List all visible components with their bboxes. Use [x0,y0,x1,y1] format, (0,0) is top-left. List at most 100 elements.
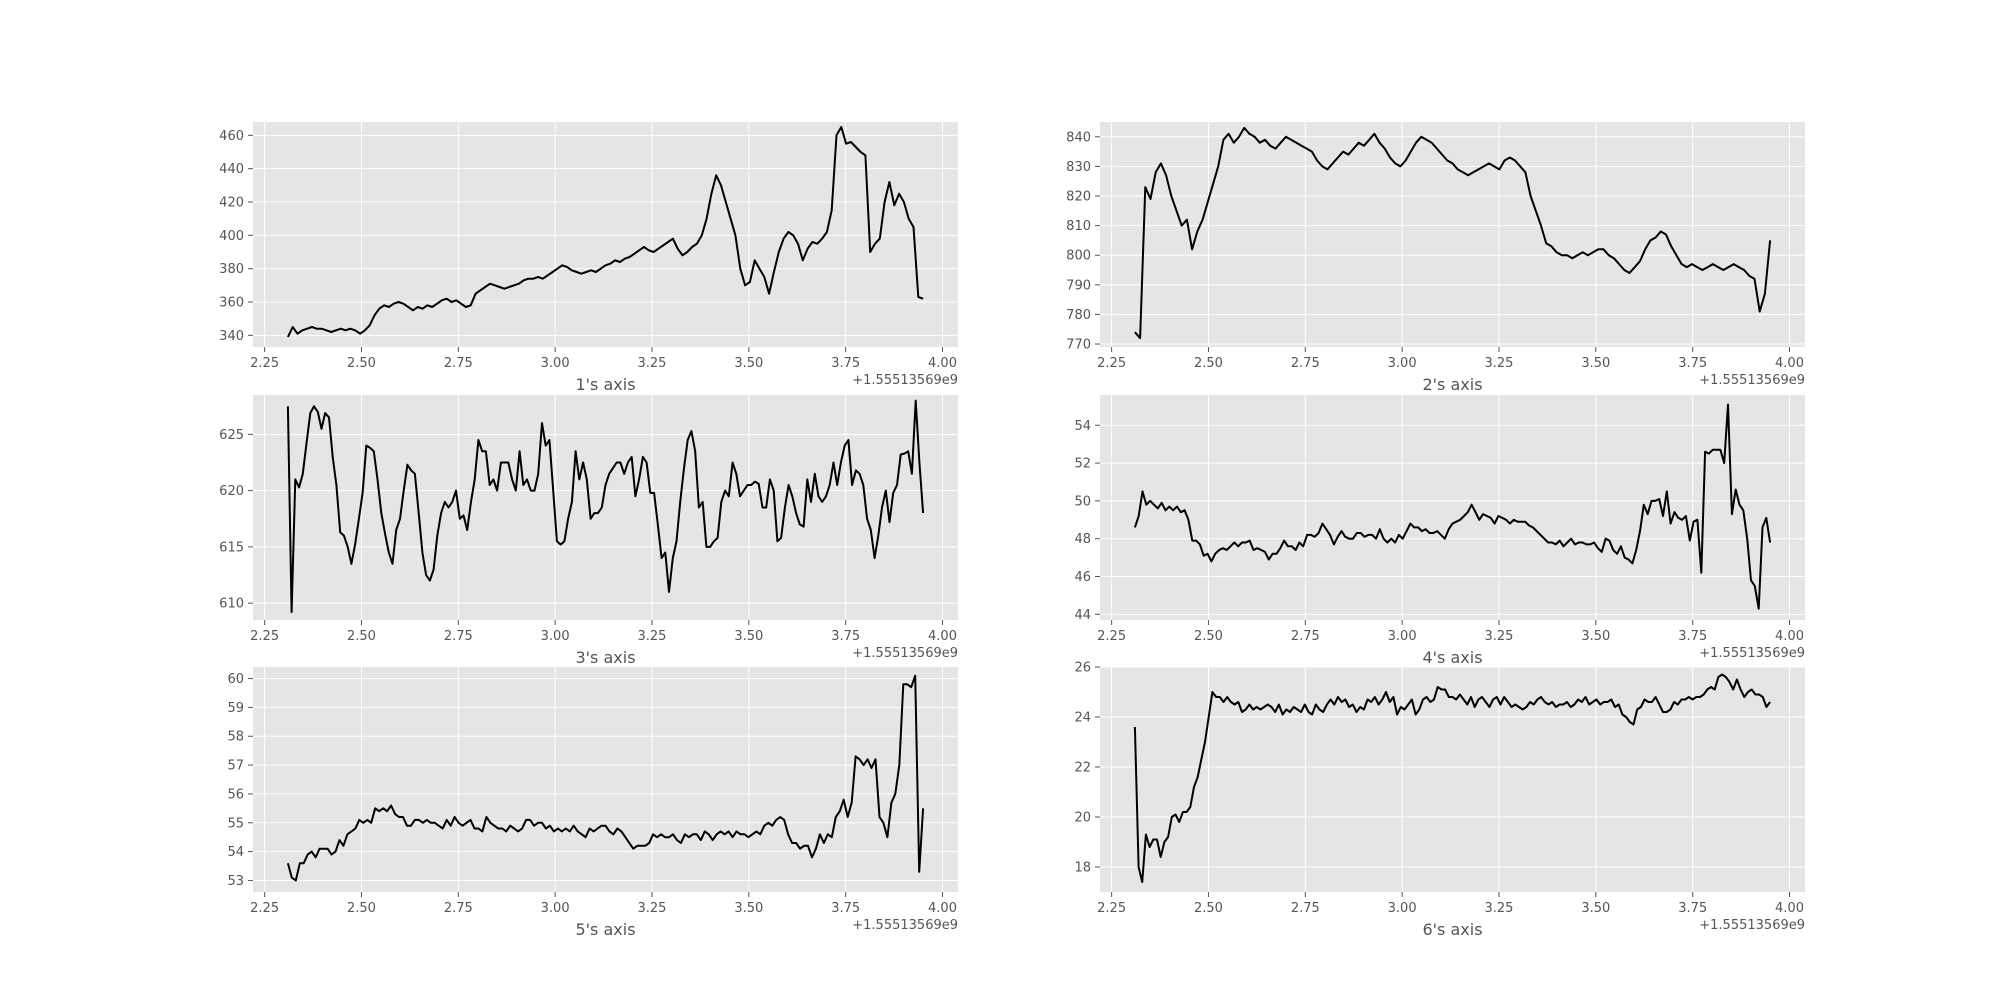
y-tick-label: 22 [1074,761,1091,776]
y-tick-label: 770 [1066,338,1091,353]
x-tick-label: 3.25 [638,356,667,371]
series-line-1 [1133,673,1771,883]
x-tick-label: 4.00 [928,629,957,644]
y-tick-label: 46 [1074,570,1091,585]
x-tick-label: 2.75 [1291,629,1320,644]
x-axis-label: 1's axis [575,375,635,394]
x-tick-label: 3.00 [541,356,570,371]
x-axis-label: 5's axis [575,920,635,939]
subplot-5: 2.25 2.50 2.75 3.00 3.25 3.50 3.75 4.00 53 54 55 56… [227,667,958,939]
x-tick-label: 2.25 [250,901,279,916]
x-tick-label: 2.50 [1194,629,1223,644]
x-tick-label: 3.00 [1388,901,1417,916]
x-tick-label: 2.50 [347,629,376,644]
subplot-4: 2.25 2.50 2.75 3.00 3.25 3.50 3.75 4.00 44 46 48 50… [1074,395,1805,667]
y-tick-label: 800 [1066,249,1091,264]
x-tick-label: 3.75 [831,356,860,371]
x-tick-label: 3.50 [734,629,763,644]
y-tick-label: 830 [1066,160,1091,175]
x-tick-label: 3.25 [638,629,667,644]
series-line-1 [1133,403,1772,610]
x-axis-label: 2's axis [1422,375,1482,394]
x-tick-label: 3.25 [1485,901,1514,916]
x-tick-label: 2.75 [444,629,473,644]
y-tick-label: 20 [1074,811,1091,826]
x-offset-label: +1.55513569e9 [1699,646,1805,661]
x-axis-label: 3's axis [575,648,635,667]
x-tick-label: 3.75 [1678,356,1707,371]
x-tick-label: 2.75 [444,356,473,371]
plot-area [253,395,958,620]
y-tick-label: 59 [227,701,244,716]
subplot-2: 2.25 2.50 2.75 3.00 3.25 3.50 3.75 4.00 770 780 79… [1066,122,1805,394]
x-tick-label: 3.50 [1581,901,1610,916]
series-line-1 [286,399,925,614]
series-line-1 [286,126,924,338]
y-tick-label: 60 [227,672,244,687]
x-tick-label: 4.00 [928,356,957,371]
y-tick-label: 56 [227,787,244,802]
x-tick-label: 3.75 [831,901,860,916]
y-tick-label: 52 [1074,457,1091,472]
y-tick-label: 440 [219,162,244,177]
y-tick-label: 57 [227,759,244,774]
y-tick-label: 44 [1074,608,1091,623]
x-tick-label: 3.25 [1485,356,1514,371]
y-tick-label: 790 [1066,278,1091,293]
x-offset-label: +1.55513569e9 [1699,918,1805,933]
plot-area [1100,667,1805,892]
x-tick-label: 3.50 [734,901,763,916]
x-tick-label: 3.50 [1581,356,1610,371]
plot-area [253,122,958,347]
subplot-1: 2.25 2.50 2.75 3.00 3.25 3.50 3.75 4.00 340 360 38… [219,122,958,394]
x-offset-label: +1.55513569e9 [852,373,958,388]
y-tick-label: 58 [227,730,244,745]
x-tick-label: 4.00 [1775,629,1804,644]
x-axis-label: 4's axis [1422,648,1482,667]
x-tick-label: 2.50 [1194,901,1223,916]
y-tick-label: 48 [1074,532,1091,547]
x-offset-label: +1.55513569e9 [852,646,958,661]
x-tick-label: 4.00 [1775,901,1804,916]
plot-area [1100,395,1805,620]
x-tick-label: 2.25 [1097,901,1126,916]
x-tick-label: 3.00 [1388,629,1417,644]
x-tick-label: 2.75 [444,901,473,916]
x-tick-label: 2.25 [250,356,279,371]
x-tick-label: 2.25 [1097,356,1126,371]
x-tick-label: 2.50 [347,356,376,371]
x-tick-label: 3.00 [541,901,570,916]
y-tick-label: 18 [1074,861,1091,876]
y-tick-label: 615 [219,540,244,555]
y-tick-label: 400 [219,229,244,244]
x-tick-label: 4.00 [1775,356,1804,371]
x-tick-label: 3.50 [1581,629,1610,644]
x-tick-label: 3.75 [1678,901,1707,916]
plot-area [253,667,958,892]
y-tick-label: 780 [1066,308,1091,323]
y-tick-label: 54 [1074,419,1091,434]
x-tick-label: 2.75 [1291,356,1320,371]
series-line-1 [286,674,925,882]
x-tick-label: 3.75 [831,629,860,644]
plot-area [1100,122,1805,347]
subplot-3: 2.25 2.50 2.75 3.00 3.25 3.50 3.75 4.00 610 615 62… [219,395,958,667]
x-tick-label: 2.25 [250,629,279,644]
x-tick-label: 4.00 [928,901,957,916]
y-tick-label: 55 [227,816,244,831]
x-tick-label: 3.00 [541,629,570,644]
x-tick-label: 3.00 [1388,356,1417,371]
y-tick-label: 460 [219,129,244,144]
y-tick-label: 810 [1066,219,1091,234]
y-tick-label: 54 [227,845,244,860]
x-tick-label: 2.25 [1097,629,1126,644]
x-tick-label: 3.50 [734,356,763,371]
x-tick-label: 3.25 [1485,629,1514,644]
x-offset-label: +1.55513569e9 [852,918,958,933]
x-tick-label: 3.75 [1678,629,1707,644]
x-tick-label: 2.50 [1194,356,1223,371]
y-tick-label: 625 [219,428,244,443]
subplot-6: 2.25 2.50 2.75 3.00 3.25 3.50 3.75 4.00 18 20 22 24… [1074,661,1805,939]
x-offset-label: +1.55513569e9 [1699,373,1805,388]
